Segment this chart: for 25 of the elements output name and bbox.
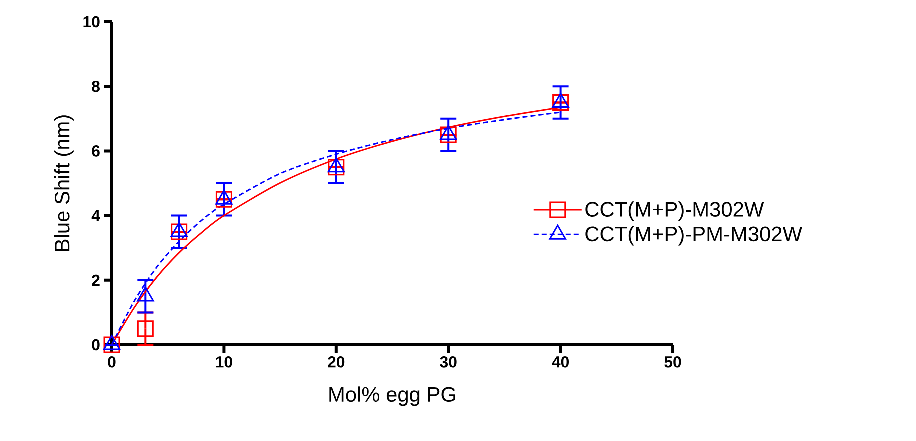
legend-label: CCT(M+P)-PM-M302W: [586, 226, 802, 246]
point: [216, 190, 233, 205]
point: [104, 336, 120, 354]
y-tick-label: 8: [92, 80, 100, 92]
point: [137, 320, 154, 338]
x-tick-label: 50: [664, 356, 682, 368]
y-tick-label: 6: [92, 146, 100, 157]
point: [171, 224, 188, 240]
x-tick-label: 0: [108, 356, 116, 368]
legend-label: CCT(M+P)-M302W: [586, 202, 764, 222]
y-tick-label: 10: [84, 16, 100, 28]
x-tick-label: 30: [440, 356, 457, 368]
x-tick-label: 10: [216, 356, 232, 368]
point: [552, 92, 570, 108]
point: [216, 191, 232, 208]
point: [170, 222, 188, 238]
point: [328, 158, 345, 173]
y-tick-label: 0: [92, 339, 100, 351]
y-tick-label: 2: [92, 274, 100, 286]
x-axis-title: Mol% egg PG: [330, 386, 456, 406]
y-axis-title: Blue Shift (nm): [54, 116, 74, 251]
y-tick-label: 4: [92, 210, 100, 222]
x-tick-label: 40: [552, 356, 570, 368]
point: [440, 125, 458, 140]
x-tick-label: 20: [328, 356, 345, 368]
